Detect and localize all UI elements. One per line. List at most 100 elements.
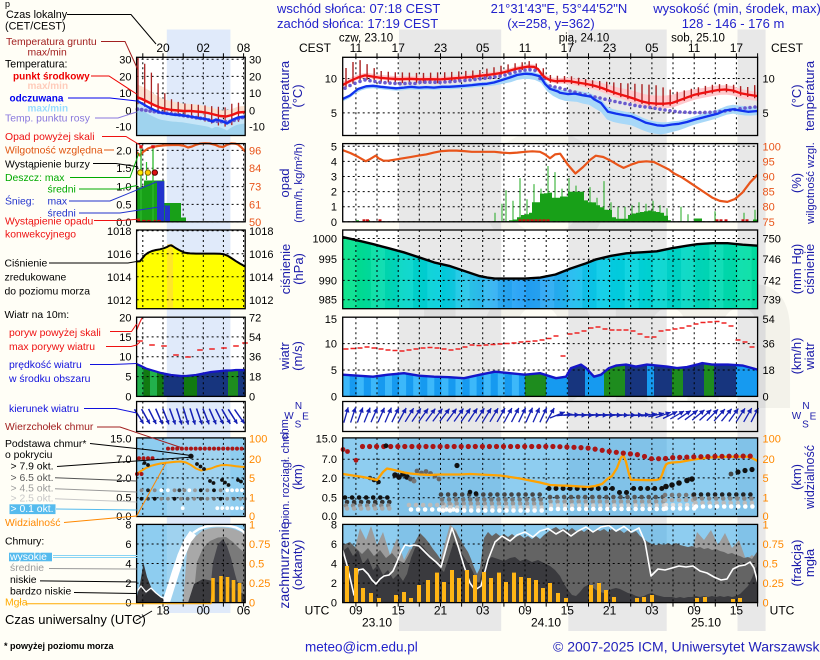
svg-text:5: 5 — [331, 141, 337, 153]
svg-text:0: 0 — [249, 391, 255, 403]
svg-text:23: 23 — [434, 41, 448, 55]
svg-text:1012: 1012 — [107, 295, 131, 307]
svg-text:100: 100 — [763, 433, 781, 445]
svg-text:0: 0 — [331, 217, 337, 229]
svg-text:W: W — [284, 411, 294, 422]
svg-text:18: 18 — [763, 365, 775, 377]
svg-text:3: 3 — [331, 172, 337, 184]
svg-text:0.5: 0.5 — [763, 559, 778, 571]
svg-text:© 2007-2025 ICM, Uniwersytet W: © 2007-2025 ICM, Uniwersytet Warszawski — [553, 639, 820, 655]
svg-text:84: 84 — [249, 163, 261, 175]
svg-text:0: 0 — [763, 598, 769, 610]
svg-text:11: 11 — [350, 41, 363, 55]
svg-text:max/min: max/min — [28, 81, 69, 92]
svg-text:sob, 25.10: sob, 25.10 — [671, 33, 725, 45]
svg-text:do poziomu morza: do poziomu morza — [5, 286, 91, 297]
svg-text:0: 0 — [249, 511, 255, 523]
svg-text:Wiatr na 10m:: Wiatr na 10m: — [5, 310, 70, 321]
svg-text:990: 990 — [319, 275, 337, 287]
svg-text:1.0: 1.0 — [116, 182, 131, 194]
svg-text:0: 0 — [249, 105, 255, 117]
svg-text:09: 09 — [687, 604, 701, 618]
svg-text:750: 750 — [763, 234, 781, 246]
svg-text:20: 20 — [156, 41, 170, 55]
svg-text:czw, 23.10: czw, 23.10 — [339, 33, 393, 45]
svg-text:(mm Hg): (mm Hg) — [789, 244, 804, 295]
svg-text:Temperatura:: Temperatura: — [5, 58, 67, 70]
svg-text:max/min: max/min — [28, 103, 69, 114]
svg-text:bardzo niskie: bardzo niskie — [10, 587, 71, 598]
svg-text:temperatura: temperatura — [802, 60, 817, 131]
svg-text:max: max — [48, 197, 68, 208]
svg-text:50: 50 — [249, 217, 261, 229]
svg-text:średni: średni — [48, 208, 76, 219]
svg-text:Chmury:: Chmury: — [5, 537, 44, 548]
svg-text:punkt środkowy: punkt środkowy — [13, 71, 90, 82]
svg-text:UTC: UTC — [770, 604, 795, 618]
svg-text:8: 8 — [331, 519, 337, 531]
svg-text:5: 5 — [763, 108, 769, 120]
svg-text:Śnieg:: Śnieg: — [5, 195, 34, 208]
svg-text:(oktanty): (oktanty) — [290, 540, 305, 591]
svg-text:6: 6 — [125, 539, 131, 551]
svg-text:1018: 1018 — [249, 226, 273, 238]
svg-text:02: 02 — [197, 41, 211, 55]
svg-text:17: 17 — [730, 41, 744, 55]
svg-text:odczuwana: odczuwana — [10, 93, 64, 104]
svg-text:985: 985 — [319, 295, 337, 307]
svg-text:5: 5 — [331, 365, 337, 377]
svg-text:pion. rozciągł. chm.: pion. rozciągł. chm. — [280, 430, 292, 525]
svg-text:wiatr: wiatr — [802, 342, 817, 371]
svg-text:wysokość (min, środek, max): wysokość (min, środek, max) — [652, 1, 820, 16]
svg-text:widzialność: widzialność — [803, 445, 817, 510]
svg-text:Temperatura gruntu: Temperatura gruntu — [6, 37, 97, 48]
svg-text:Ciśnienie: Ciśnienie — [5, 258, 48, 269]
svg-text:S: S — [295, 420, 302, 431]
svg-text:wschód słońca: 07:18 CEST: wschód słońca: 07:18 CEST — [276, 1, 440, 16]
svg-text:UTC: UTC — [305, 604, 330, 618]
svg-text:18: 18 — [156, 604, 170, 618]
svg-text:(frakcja): (frakcja) — [789, 540, 804, 587]
svg-text:2: 2 — [331, 578, 337, 590]
svg-text:zachmurzenie: zachmurzenie — [276, 521, 292, 608]
svg-text:09: 09 — [518, 604, 532, 618]
svg-text:0.5: 0.5 — [116, 493, 131, 505]
svg-text:> 2.5 okt.: > 2.5 okt. — [11, 494, 54, 505]
svg-text:konwekcyjnego: konwekcyjnego — [5, 229, 76, 240]
svg-text:2: 2 — [125, 578, 131, 590]
svg-text:30: 30 — [119, 54, 131, 66]
svg-text:11: 11 — [519, 41, 532, 55]
svg-text:ciśnienie: ciśnienie — [278, 244, 293, 295]
svg-text:5: 5 — [125, 372, 131, 384]
svg-text:1: 1 — [249, 493, 255, 505]
svg-text:1000: 1000 — [313, 234, 337, 246]
svg-text:11: 11 — [688, 41, 701, 55]
svg-text:N: N — [295, 401, 302, 412]
svg-text:2.0: 2.0 — [116, 145, 131, 157]
svg-text:> 6.5 okt.: > 6.5 okt. — [11, 473, 54, 484]
svg-text:4: 4 — [331, 156, 337, 168]
svg-text:(km): (km) — [789, 464, 804, 490]
svg-text:0: 0 — [331, 598, 337, 610]
svg-text:7.0: 7.0 — [116, 454, 131, 466]
svg-text:739: 739 — [763, 295, 781, 307]
svg-text:E: E — [302, 411, 309, 422]
svg-text:09: 09 — [349, 604, 363, 618]
svg-text:90: 90 — [763, 172, 775, 184]
svg-text:niskie: niskie — [10, 575, 37, 586]
svg-text:pią, 24.10: pią, 24.10 — [559, 33, 610, 45]
svg-text:średnie: średnie — [10, 563, 44, 574]
svg-text:23.10: 23.10 — [362, 616, 392, 630]
svg-text:wilgotność wzgl.: wilgotność wzgl. — [805, 142, 817, 225]
svg-text:CEST: CEST — [299, 41, 332, 55]
svg-text:0.25: 0.25 — [763, 578, 784, 590]
svg-text:746: 746 — [763, 254, 781, 266]
svg-text:17: 17 — [392, 41, 406, 55]
svg-text:2: 2 — [331, 187, 337, 199]
svg-text:30: 30 — [249, 54, 261, 66]
svg-text:1.5: 1.5 — [116, 163, 131, 175]
svg-text:10: 10 — [119, 352, 131, 364]
svg-text:0.5: 0.5 — [322, 493, 337, 505]
svg-text:5: 5 — [763, 473, 769, 485]
svg-text:ciśnienie: ciśnienie — [802, 244, 817, 295]
